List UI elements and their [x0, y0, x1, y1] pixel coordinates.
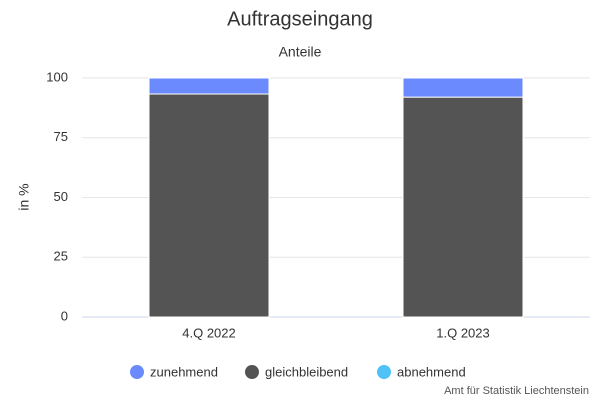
- chart-title: Auftragseingang: [227, 8, 373, 30]
- credits: Amt für Statistik Liechtenstein: [444, 385, 589, 397]
- bar-segment: [148, 77, 270, 95]
- bar-segment: [148, 93, 270, 318]
- legend-marker: [377, 365, 391, 379]
- bar-segment: [402, 77, 524, 98]
- y-tick-label: 100: [46, 69, 68, 84]
- legend-label: gleichbleibend: [265, 364, 348, 379]
- y-tick-label: 25: [54, 249, 68, 264]
- x-tick-label: 1.Q 2023: [436, 325, 490, 340]
- y-axis-label: in %: [16, 183, 32, 210]
- y-tick-label: 50: [54, 189, 68, 204]
- legend-label: zunehmend: [150, 364, 218, 379]
- chart-subtitle: Anteile: [279, 44, 322, 60]
- legend-marker: [245, 365, 259, 379]
- bar-segment: [402, 96, 524, 318]
- legend-marker: [130, 365, 144, 379]
- legend-label: abnehmend: [397, 364, 466, 379]
- y-tick-label: 75: [54, 129, 68, 144]
- y-tick-label: 0: [61, 308, 68, 323]
- x-tick-label: 4.Q 2022: [182, 325, 236, 340]
